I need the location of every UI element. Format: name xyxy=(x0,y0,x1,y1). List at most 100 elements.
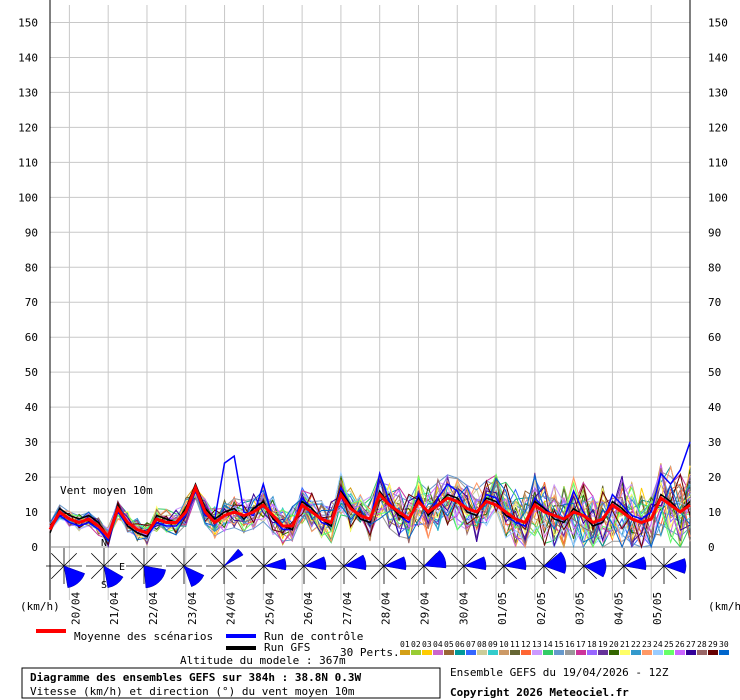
x-date-label: 27/04 xyxy=(341,592,354,625)
footer-copyright: Copyright 2026 Meteociel.fr xyxy=(450,686,629,699)
perturbation-id: 07 xyxy=(466,640,476,649)
perturbation-id: 11 xyxy=(510,640,520,649)
perturbation-swatch xyxy=(411,650,421,655)
y-tick-label-left: 140 xyxy=(18,51,38,64)
perturbation-id: 28 xyxy=(697,640,707,649)
perturbation-swatch xyxy=(488,650,498,655)
y-tick-label-left: 20 xyxy=(25,471,38,484)
perturbation-swatch xyxy=(433,650,443,655)
y-tick-label-right: 10 xyxy=(708,506,721,519)
perturbation-swatch xyxy=(455,650,465,655)
wind-rose xyxy=(46,548,86,588)
wind-sector xyxy=(103,565,124,588)
perturbation-swatch xyxy=(664,650,674,655)
x-date-label: 25/04 xyxy=(263,592,276,625)
wind-sector xyxy=(223,548,244,567)
perturbation-swatch xyxy=(653,650,663,655)
perturbation-id: 10 xyxy=(499,640,509,649)
wind-rose xyxy=(166,548,205,588)
x-date-label: 26/04 xyxy=(302,592,315,625)
y-tick-label-right: 70 xyxy=(708,296,721,309)
perturbation-swatch xyxy=(565,650,575,655)
perturbation-swatch xyxy=(477,650,487,655)
perturbation-line xyxy=(49,475,691,548)
y-tick-label-right: 60 xyxy=(708,331,721,344)
perturbation-swatch xyxy=(620,650,630,655)
x-date-label: 04/05 xyxy=(612,592,625,625)
wind-sector xyxy=(63,565,86,588)
wind-sector xyxy=(343,554,367,571)
y-unit-left: (km/h) xyxy=(20,600,60,613)
footer-box xyxy=(21,667,441,699)
perturbation-swatch xyxy=(554,650,564,655)
wind-direction-row: N E S xyxy=(46,538,687,591)
perturbation-id: 03 xyxy=(422,640,432,649)
perturbation-swatch xyxy=(708,650,718,655)
perturbation-id: 26 xyxy=(675,640,685,649)
x-date-label: 22/04 xyxy=(147,592,160,625)
perturbation-id: 06 xyxy=(455,640,465,649)
wind-rose xyxy=(606,548,647,584)
perturbation-id: 13 xyxy=(532,640,542,649)
y-tick-label-left: 90 xyxy=(25,226,38,239)
perturbation-id: 23 xyxy=(642,640,652,649)
x-date-label: 03/05 xyxy=(574,592,587,625)
y-tick-label-right: 50 xyxy=(708,366,721,379)
perturbation-swatch xyxy=(631,650,641,655)
perturbation-swatch xyxy=(609,650,619,655)
perturbation-id: 16 xyxy=(565,640,575,649)
y-tick-label-left: 130 xyxy=(18,86,38,99)
perturbation-swatch xyxy=(576,650,586,655)
x-date-label: 05/05 xyxy=(651,592,664,625)
x-axis-dates: 20/04 21/04 22/04 23/04 24/04 25/04 26/04 27/04… xyxy=(69,592,664,625)
vent-moyen-annotation: Vent moyen 10m xyxy=(60,484,153,497)
rose-east-label: E xyxy=(119,562,125,573)
perturbation-legend: 01 02 03 04 05 06 07 08 09 10 11 12 13 14 15 16 17 18 19 20… xyxy=(400,640,729,655)
rose-north-label: N xyxy=(101,538,107,549)
y-tick-label-left: 70 xyxy=(25,296,38,309)
y-tick-label-right: 0 xyxy=(708,541,715,554)
y-tick-label-right: 120 xyxy=(708,121,728,134)
perturbation-swatch xyxy=(543,650,553,655)
wind-rose xyxy=(246,548,287,584)
wind-rose xyxy=(126,548,166,589)
perturbation-id: 30 xyxy=(719,640,729,649)
wind-sector xyxy=(183,565,205,588)
wind-sector xyxy=(423,550,447,569)
perturbation-id: 15 xyxy=(554,640,564,649)
y-tick-label-left: 120 xyxy=(18,121,38,134)
wind-sector xyxy=(463,556,487,571)
y-tick-label-right: 130 xyxy=(708,86,728,99)
x-date-label: 20/04 xyxy=(69,592,82,625)
footer-title: Diagramme des ensembles GEFS sur 384h : … xyxy=(30,671,362,684)
perturbation-id: 09 xyxy=(488,640,498,649)
x-date-label: 01/05 xyxy=(496,592,509,625)
y-axis-left: 0 10 20 30 40 50 60 70 80 90 100 110 120 130 140 150 xyxy=(18,16,38,554)
x-date-label: 30/04 xyxy=(457,592,470,625)
wind-rose xyxy=(446,548,487,584)
wind-sector xyxy=(543,551,567,574)
perturbation-id: 02 xyxy=(411,640,421,649)
perturbation-id: 05 xyxy=(444,640,454,649)
legend-mean-label: Moyenne des scénarios xyxy=(74,630,213,643)
y-tick-label-left: 150 xyxy=(18,16,38,29)
perturbation-id: 19 xyxy=(598,640,608,649)
series-lines xyxy=(48,441,691,542)
legend-gfs-label: Run GFS xyxy=(264,641,310,654)
wind-rose xyxy=(566,548,607,584)
perturbation-swatch xyxy=(510,650,520,655)
y-tick-label-left: 40 xyxy=(25,401,38,414)
perturbation-swatch xyxy=(499,650,509,655)
perturbation-swatch xyxy=(587,650,597,655)
x-date-label: 23/04 xyxy=(186,592,199,625)
wind-rose xyxy=(326,548,367,584)
y-axis-right: 0 10 20 30 40 50 60 70 80 90 100 110 120 130 140 150 xyxy=(708,16,728,554)
perturbation-swatch xyxy=(686,650,696,655)
perturbation-swatch xyxy=(642,650,652,655)
perturbation-id: 04 xyxy=(433,640,443,649)
perturbation-id: 08 xyxy=(477,640,487,649)
y-tick-label-left: 80 xyxy=(25,261,38,274)
perturbation-swatch xyxy=(466,650,476,655)
wind-sector xyxy=(303,556,327,571)
